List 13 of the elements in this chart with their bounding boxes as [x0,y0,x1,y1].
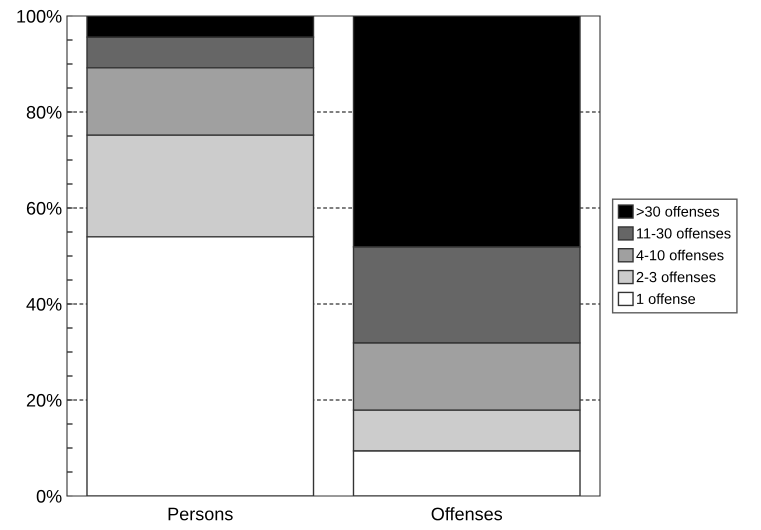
legend-label: 11-30 offenses [637,228,731,239]
legend-label: >30 offenses [636,206,720,217]
y-tick-label: 0% [36,490,62,503]
x-tick-label: Persons [168,508,233,520]
y-tick-label: 40% [26,298,62,311]
legend-label: 1 offense [637,293,696,304]
legend-label: 2-3 offenses [636,272,716,282]
y-tick-label: 60% [26,202,62,215]
y-tick-label: 20% [26,394,62,407]
legend-label: 4-10 offenses [636,250,724,260]
x-tick-label: Offenses [432,507,502,520]
y-tick-label: 100% [17,10,62,23]
y-tick-label: 80% [26,106,62,119]
